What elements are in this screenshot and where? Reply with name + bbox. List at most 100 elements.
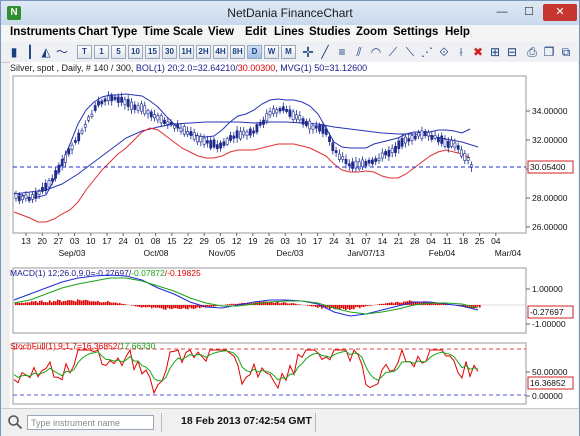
menu-lines[interactable]: Lines (274, 26, 305, 38)
date-tick-label: 21 (394, 236, 404, 246)
close-button[interactable]: ✕ (543, 4, 577, 21)
macd-histogram-bar (145, 305, 147, 308)
chart-area[interactable]: Silver, spot , Daily, # 140 / 300, BOL(1… (10, 62, 578, 408)
candle-body (436, 137, 440, 143)
macd-histogram-bar (71, 300, 73, 305)
undock-icon[interactable]: ⧉ (561, 45, 571, 59)
print-icon[interactable]: ⎙ (527, 45, 537, 59)
candle-body (265, 113, 269, 122)
macd-histogram-bar (313, 305, 315, 307)
macd-histogram-bar (209, 305, 211, 308)
timeframe-d-button[interactable]: D (247, 45, 262, 59)
fibonacci-icon[interactable]: ≡ (338, 45, 346, 59)
minimize-button[interactable]: — (496, 6, 508, 18)
timeframe-w-button[interactable]: W (264, 45, 279, 59)
menu-settings[interactable]: Settings (393, 26, 439, 38)
stoch-header: StochFull(1) 9;1,7=16.36852/17.66330 (10, 341, 156, 351)
macd-histogram-bar (181, 305, 183, 309)
month-label: Mar/04 (495, 248, 522, 258)
candle-body (110, 94, 114, 102)
timeframe-4h-button[interactable]: 4H (213, 45, 228, 59)
macd-histogram-bar (141, 305, 143, 308)
macd-panel-frame (12, 267, 527, 334)
macd-histogram-bar (125, 304, 127, 305)
macd-histogram-bar (431, 302, 433, 305)
area-chart-icon[interactable]: ◭ (41, 45, 51, 59)
candle-body (387, 150, 391, 157)
macd-histogram-bar (359, 305, 361, 309)
timeframe-8h-button[interactable]: 8H (230, 45, 245, 59)
candlesticks (14, 91, 473, 205)
date-tick-label: 22 (183, 236, 193, 246)
moving-average-line (13, 121, 479, 195)
menu-zoom[interactable]: Zoom (356, 26, 388, 38)
zoom-in-icon[interactable]: ⊞ (489, 45, 501, 59)
channel-icon[interactable]: ⫽ (356, 45, 362, 59)
macd-histogram-bar (317, 305, 319, 308)
candle-body (60, 159, 64, 167)
price-chart-svg[interactable]: Silver, spot , Daily, # 140 / 300, BOL(1… (10, 62, 578, 408)
timeframe-1-button[interactable]: 1 (94, 45, 109, 59)
macd-histogram-bar (33, 301, 35, 305)
macd-histogram-bar (435, 302, 437, 305)
macd-histogram-bar (193, 305, 195, 309)
macd-histogram-bar (25, 302, 27, 305)
zoom-out-icon[interactable]: ⊟ (506, 45, 518, 59)
fan-icon[interactable]: ⋰ (421, 45, 433, 59)
text-tool-icon[interactable]: ⟊ (459, 45, 463, 59)
timeframe-2h-button[interactable]: 2H (196, 45, 211, 59)
menu-chart-type[interactable]: Chart Type (78, 26, 138, 38)
speed-line-icon[interactable]: ⟍ (405, 45, 415, 59)
candle-body (212, 139, 216, 148)
timeframe-1h-button[interactable]: 1H (179, 45, 194, 59)
crosshair-icon[interactable]: ✛ (302, 44, 314, 60)
draw-line-icon[interactable]: ╱ (321, 45, 329, 59)
timeframe-t-button[interactable]: T (77, 45, 92, 59)
macd-histogram-bar (211, 305, 213, 307)
candle-body (83, 123, 87, 128)
gann-icon[interactable]: ⟐ (439, 45, 449, 59)
macd-histogram-bar (395, 302, 397, 305)
menu-edit[interactable]: Edit (245, 26, 267, 38)
maximize-button[interactable]: ☐ (524, 6, 534, 18)
candle-body (47, 180, 51, 188)
date-tick-label: 19 (248, 236, 258, 246)
timeframe-30-button[interactable]: 30 (162, 45, 177, 59)
timeframe-5-button[interactable]: 5 (111, 45, 126, 59)
timeframe-15-button[interactable]: 15 (145, 45, 160, 59)
title-bar[interactable]: N NetDania FinanceChart — ☐ ✕ (1, 1, 579, 25)
macd-histogram-bar (315, 305, 317, 307)
candle-body (298, 115, 302, 121)
candle-body (202, 137, 206, 145)
timeframe-m-button[interactable]: M (281, 45, 296, 59)
trend-line-icon[interactable]: ⟋ (388, 45, 398, 59)
search-icon[interactable] (7, 414, 23, 430)
macd-histogram-bar (167, 305, 169, 308)
menu-time-scale[interactable]: Time Scale (143, 26, 203, 38)
macd-histogram-bar (103, 302, 105, 305)
macd-histogram-bar (291, 303, 293, 305)
instrument-search-input[interactable] (27, 415, 154, 430)
menu-instruments[interactable]: Instruments (10, 26, 76, 38)
candle-body (295, 114, 298, 120)
candlestick-icon[interactable]: ▮ (10, 45, 18, 59)
menu-view[interactable]: View (208, 26, 234, 38)
bar-chart-icon[interactable]: ┃ (26, 45, 34, 59)
menu-bar: Instruments Chart Type Time Scale View E… (1, 25, 579, 42)
copy-icon[interactable]: ❐ (543, 45, 555, 59)
macd-histogram-bar (185, 305, 187, 309)
macd-histogram-bar (63, 301, 65, 305)
candle-body (156, 115, 160, 121)
menu-help[interactable]: Help (445, 26, 470, 38)
line-chart-icon[interactable]: 〜 (55, 45, 68, 59)
date-tick-label: 15 (167, 236, 177, 246)
candle-body (54, 170, 58, 179)
macd-histogram-bar (53, 300, 55, 305)
delete-icon[interactable]: ✖ (472, 45, 484, 59)
macd-histogram-bar (391, 302, 393, 305)
stoch-axis: 50.00000 0.00000 (526, 367, 568, 401)
timeframe-10-button[interactable]: 10 (128, 45, 143, 59)
menu-studies[interactable]: Studies (309, 26, 351, 38)
arc-icon[interactable]: ◠ (370, 45, 382, 59)
candle-body (27, 197, 31, 201)
